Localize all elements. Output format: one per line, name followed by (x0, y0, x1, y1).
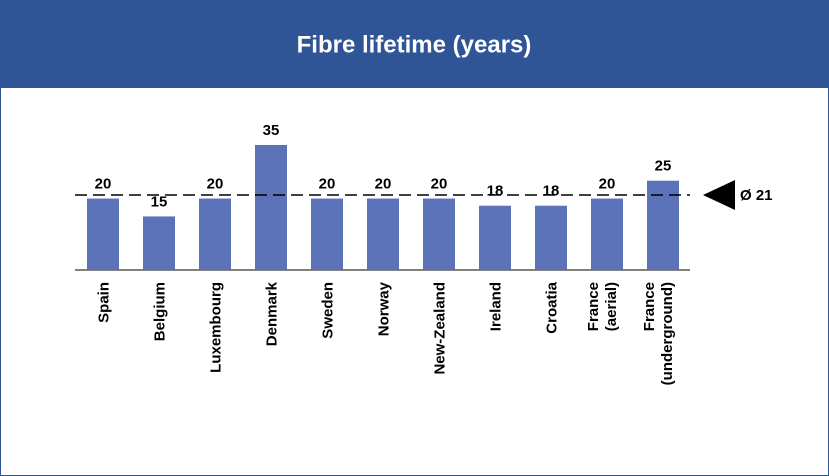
x-tick-label: Ireland (487, 282, 504, 331)
bar (591, 198, 623, 270)
x-tick-label: Luxembourg (207, 282, 224, 373)
bar (479, 205, 511, 270)
average-arrow (703, 180, 735, 210)
x-tick-label: France(underground) (641, 282, 676, 385)
bar (367, 198, 399, 270)
value-label: 18 (543, 183, 560, 200)
bar (199, 198, 231, 270)
chart-title: Fibre lifetime (years) (297, 31, 532, 58)
value-label: 15 (151, 193, 168, 210)
bar (647, 180, 679, 270)
value-label: 20 (319, 176, 336, 193)
x-tick-label: Norway (375, 281, 392, 336)
value-label: 35 (263, 122, 280, 139)
x-tick-label: Spain (95, 282, 112, 323)
bar (311, 198, 343, 270)
bar (255, 145, 287, 270)
bar (87, 198, 119, 270)
header (0, 0, 829, 88)
x-tick-label: Denmark (263, 281, 280, 346)
value-label: 20 (431, 176, 448, 193)
x-tick-label: Croatia (543, 281, 560, 333)
x-tick-label: France(aerial) (585, 282, 620, 331)
average-label: Ø 21 (740, 187, 773, 204)
value-label: 20 (599, 176, 616, 193)
x-tick-label: Sweden (319, 282, 336, 339)
x-tick-label: Belgium (151, 282, 168, 341)
bar (535, 205, 567, 270)
value-label: 20 (375, 176, 392, 193)
x-tick-label: New-Zealand (431, 282, 448, 375)
value-label: 20 (207, 176, 224, 193)
bar (423, 198, 455, 270)
value-label: 18 (487, 183, 504, 200)
bar (143, 216, 175, 270)
value-label: 25 (655, 158, 672, 175)
value-label: 20 (95, 176, 112, 193)
